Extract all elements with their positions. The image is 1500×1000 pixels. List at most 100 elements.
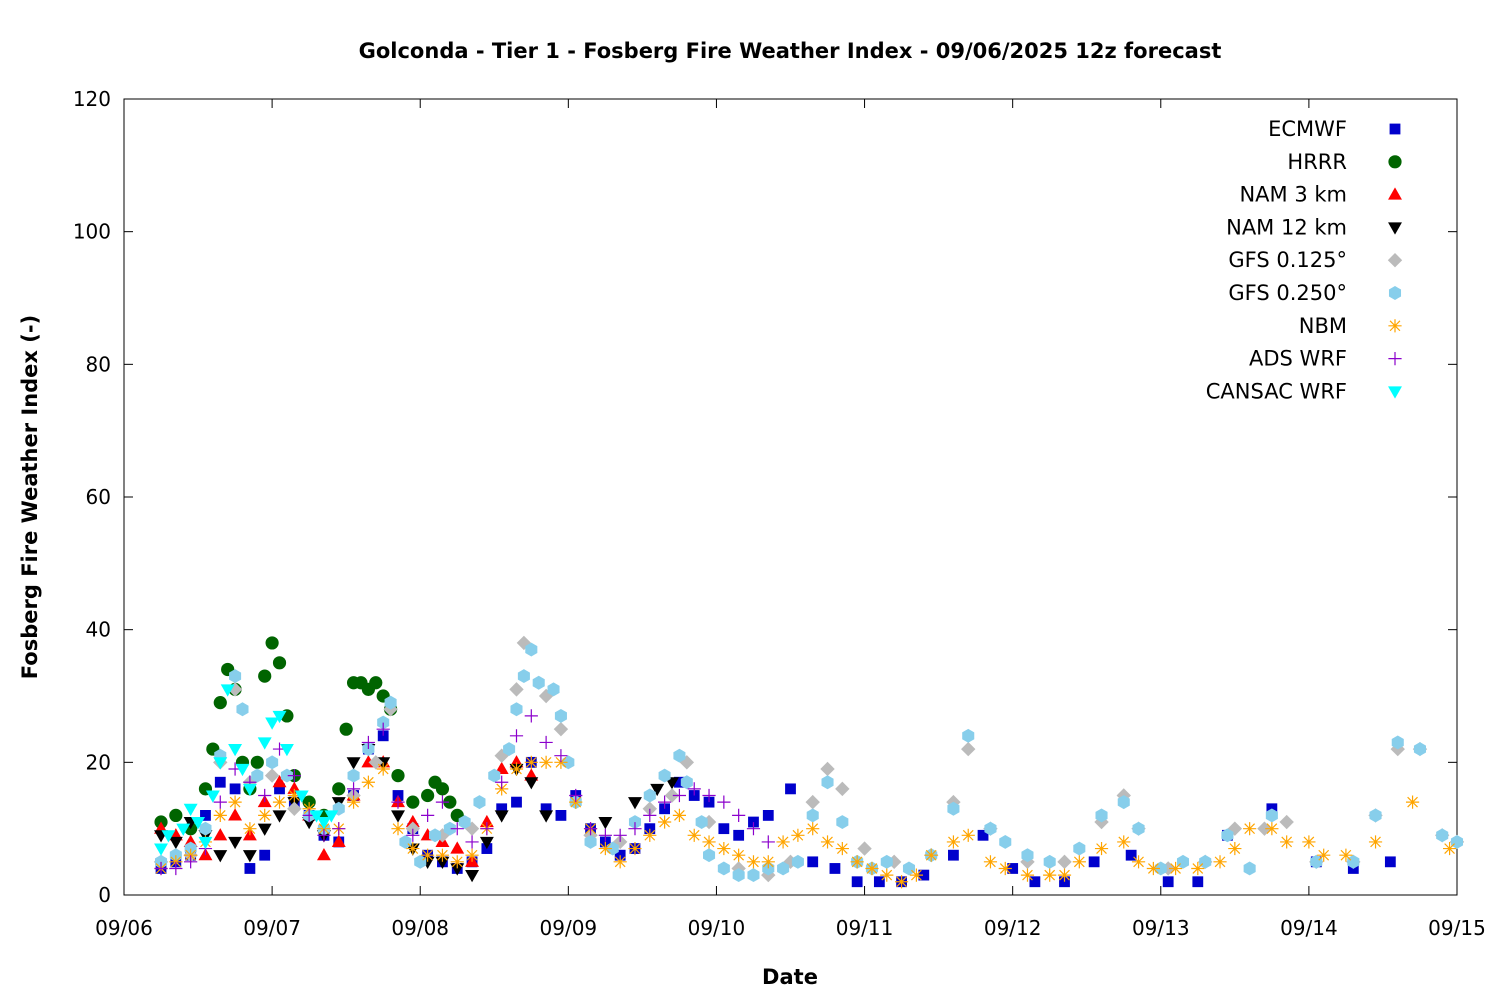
data-point	[1405, 795, 1420, 809]
data-point	[695, 815, 708, 829]
data-point	[674, 776, 685, 788]
data-point	[598, 816, 613, 830]
x-tick-label: 09/10	[688, 916, 746, 940]
data-point	[1265, 822, 1279, 836]
data-point	[213, 850, 228, 863]
data-point	[524, 777, 539, 790]
data-point	[272, 656, 287, 670]
data-point	[583, 822, 598, 836]
data-point	[1227, 821, 1243, 836]
data-point	[265, 717, 280, 730]
data-point	[946, 835, 961, 849]
data-point	[835, 841, 849, 856]
data-point	[761, 835, 775, 849]
data-point	[450, 841, 465, 854]
data-point	[679, 755, 695, 770]
data-point	[554, 708, 567, 723]
legend-label: NBM	[1299, 314, 1347, 338]
data-point	[242, 850, 257, 863]
data-point	[539, 735, 553, 750]
data-point	[324, 810, 339, 823]
data-point	[614, 849, 626, 861]
data-point	[702, 835, 716, 849]
data-point	[1057, 854, 1072, 870]
data-point	[265, 636, 279, 650]
data-point	[747, 868, 760, 883]
data-point	[977, 829, 989, 841]
data-point	[294, 790, 309, 803]
data-point	[287, 801, 302, 816]
data-point	[628, 841, 642, 856]
series-cansac-wrf	[154, 684, 339, 856]
x-tick-label: 09/15	[1428, 916, 1486, 940]
data-point	[777, 861, 790, 876]
data-point	[983, 855, 998, 869]
legend-label: NAM 3 km	[1239, 183, 1347, 207]
data-point	[687, 782, 701, 796]
data-point	[464, 821, 480, 836]
data-point	[613, 828, 627, 842]
data-point	[406, 841, 420, 856]
legend-label: CANSAC WRF	[1206, 379, 1347, 403]
data-point	[584, 834, 597, 849]
data-point	[272, 795, 287, 809]
data-point	[562, 755, 575, 770]
data-point	[479, 836, 494, 850]
x-tick-label: 09/13	[1132, 916, 1190, 940]
data-point	[435, 828, 450, 843]
x-tick-label: 09/08	[391, 916, 449, 940]
data-point	[553, 721, 569, 737]
data-point	[198, 836, 213, 850]
data-point	[650, 783, 665, 797]
legend-marker	[1388, 222, 1402, 235]
data-point	[250, 755, 264, 769]
data-point	[154, 843, 168, 856]
data-point	[495, 775, 509, 789]
data-point	[1228, 841, 1242, 856]
data-point	[702, 788, 716, 803]
data-point	[880, 868, 894, 882]
data-point	[309, 810, 324, 823]
data-point	[539, 810, 554, 823]
data-point	[510, 702, 523, 717]
series-nam-3-km	[154, 755, 539, 867]
legend-marker	[1388, 386, 1402, 399]
data-point	[1265, 808, 1278, 823]
data-point	[458, 815, 471, 829]
data-point	[1146, 861, 1160, 876]
data-point	[525, 642, 538, 657]
data-point	[805, 794, 820, 810]
data-point	[509, 682, 524, 697]
data-point	[524, 709, 538, 723]
data-point	[316, 816, 331, 830]
data-point	[228, 836, 243, 850]
data-point	[274, 783, 285, 795]
data-point	[806, 822, 820, 836]
data-point	[807, 856, 819, 868]
data-point	[376, 762, 390, 776]
data-point	[664, 788, 680, 803]
y-tick-label: 100	[73, 220, 111, 244]
data-point	[1199, 854, 1212, 869]
data-point	[205, 790, 220, 803]
data-point	[599, 836, 611, 848]
data-point	[168, 836, 183, 850]
data-point	[999, 834, 1012, 849]
data-point	[1317, 848, 1331, 862]
data-point	[762, 810, 774, 821]
data-point	[488, 768, 501, 783]
data-point	[1310, 854, 1323, 869]
data-point	[894, 875, 909, 889]
data-point	[213, 696, 227, 710]
data-point	[199, 821, 212, 836]
data-point	[829, 863, 841, 874]
data-point	[435, 795, 450, 809]
data-point	[643, 808, 657, 822]
data-point	[1117, 835, 1131, 849]
x-tick-label: 09/09	[540, 916, 598, 940]
data-point	[732, 848, 746, 862]
data-point	[317, 828, 331, 842]
data-point	[1088, 856, 1100, 868]
data-point	[643, 788, 656, 803]
data-point	[540, 803, 552, 815]
